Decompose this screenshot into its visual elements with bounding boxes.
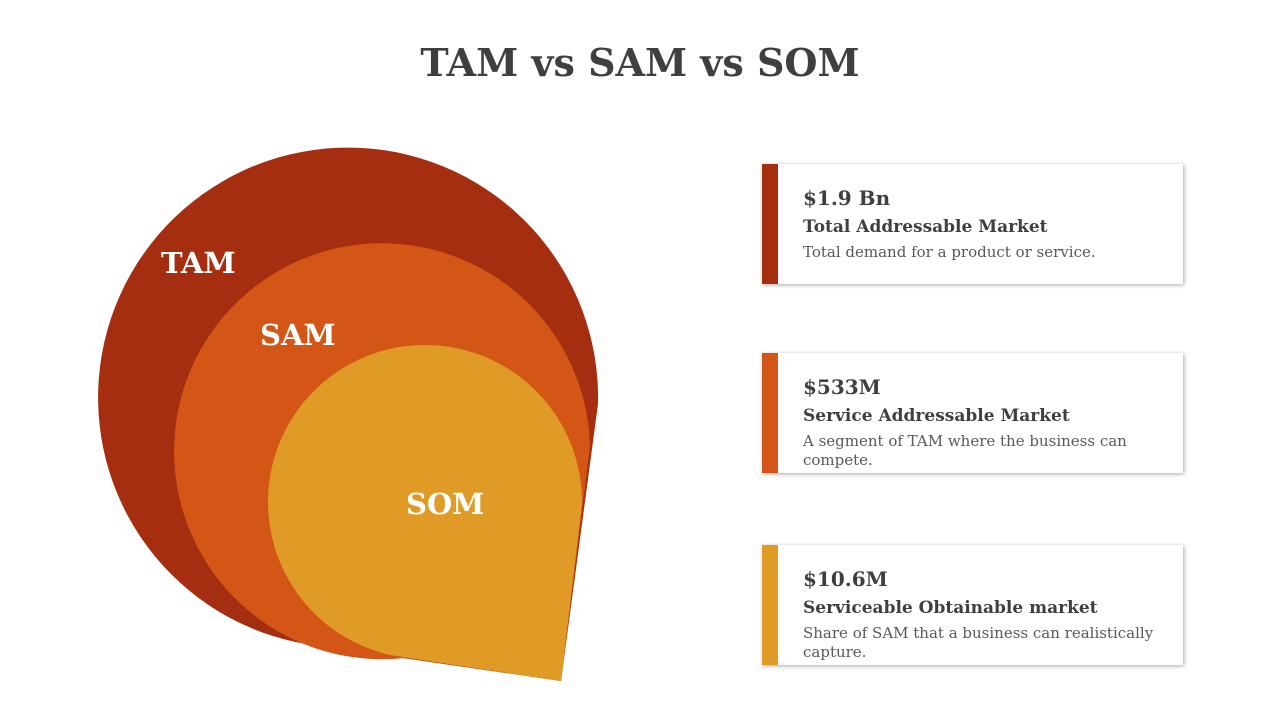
som-card: $10.6M Serviceable Obtainable market Sha… [762,545,1183,665]
som-value: $10.6M [803,567,888,591]
som-card-accent [762,545,778,665]
tam-card-accent [762,164,778,284]
page-title: TAM vs SAM vs SOM [420,40,860,85]
tam-description: Total demand for a product or service. [803,243,1096,261]
tam-title: Total Addressable Market [803,217,1048,237]
sam-value: $533M [803,375,881,399]
tam-card: $1.9 Bn Total Addressable Market Total d… [762,164,1183,284]
sam-label: SAM [260,318,336,352]
sam-description: A segment of TAM where the business can … [803,432,1127,469]
sam-card: $533M Service Addressable Market A segme… [762,353,1183,473]
som-title: Serviceable Obtainable market [803,598,1098,618]
som-label: SOM [406,487,484,521]
som-description: Share of SAM that a business can realist… [803,624,1154,661]
sam-card-accent [762,353,778,473]
tam-value: $1.9 Bn [803,186,891,210]
som-shape [268,344,583,681]
tam-label: TAM [161,246,236,280]
sam-title: Service Addressable Market [803,406,1070,426]
